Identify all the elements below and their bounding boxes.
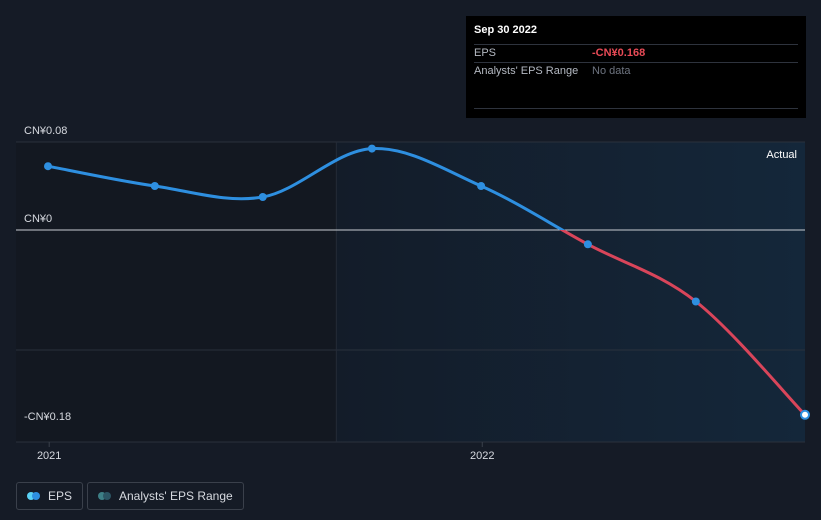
legend-range-label: Analysts' EPS Range — [119, 489, 233, 503]
eps-line-positive — [47, 147, 566, 230]
eps-point[interactable] — [150, 182, 159, 190]
eps-point[interactable] — [367, 144, 376, 153]
tooltip-range-label: Analysts' EPS Range — [474, 65, 579, 77]
actual-label: Actual — [766, 149, 797, 161]
x-tick-label: 2022 — [470, 450, 494, 462]
y-tick-label: CN¥0 — [24, 213, 52, 225]
legend-eps-label: EPS — [48, 489, 73, 503]
range-legend-icon — [98, 492, 111, 500]
eps-point[interactable] — [800, 409, 810, 420]
tooltip-row-range: Analysts' EPS Range No data — [474, 62, 798, 80]
tooltip-row-eps: EPS -CN¥0.168 — [474, 44, 798, 62]
eps-point[interactable] — [258, 193, 267, 201]
x-tick-label: 2021 — [37, 450, 61, 462]
eps-point[interactable] — [691, 297, 700, 306]
tooltip-eps-value: -CN¥0.168 — [592, 47, 646, 59]
tooltip-eps-label: EPS — [474, 47, 497, 59]
legend-eps-button[interactable]: EPS — [16, 482, 84, 510]
tooltip-date: Sep 30 2022 — [474, 24, 537, 36]
y-tick-label: CN¥0.08 — [24, 125, 67, 137]
tooltip-divider — [474, 108, 798, 109]
legend-range-button[interactable]: Analysts' EPS Range — [87, 482, 244, 510]
highlight-period-band — [336, 142, 805, 442]
eps-point[interactable] — [44, 162, 52, 171]
eps-legend-icon — [27, 492, 40, 500]
y-tick-label: -CN¥0.18 — [24, 411, 71, 423]
eps-point[interactable] — [477, 182, 486, 190]
eps-tooltip: Sep 30 2022 EPS -CN¥0.168 Analysts' EPS … — [466, 16, 806, 118]
tooltip-range-value: No data — [592, 65, 631, 77]
eps-point[interactable] — [583, 240, 592, 249]
